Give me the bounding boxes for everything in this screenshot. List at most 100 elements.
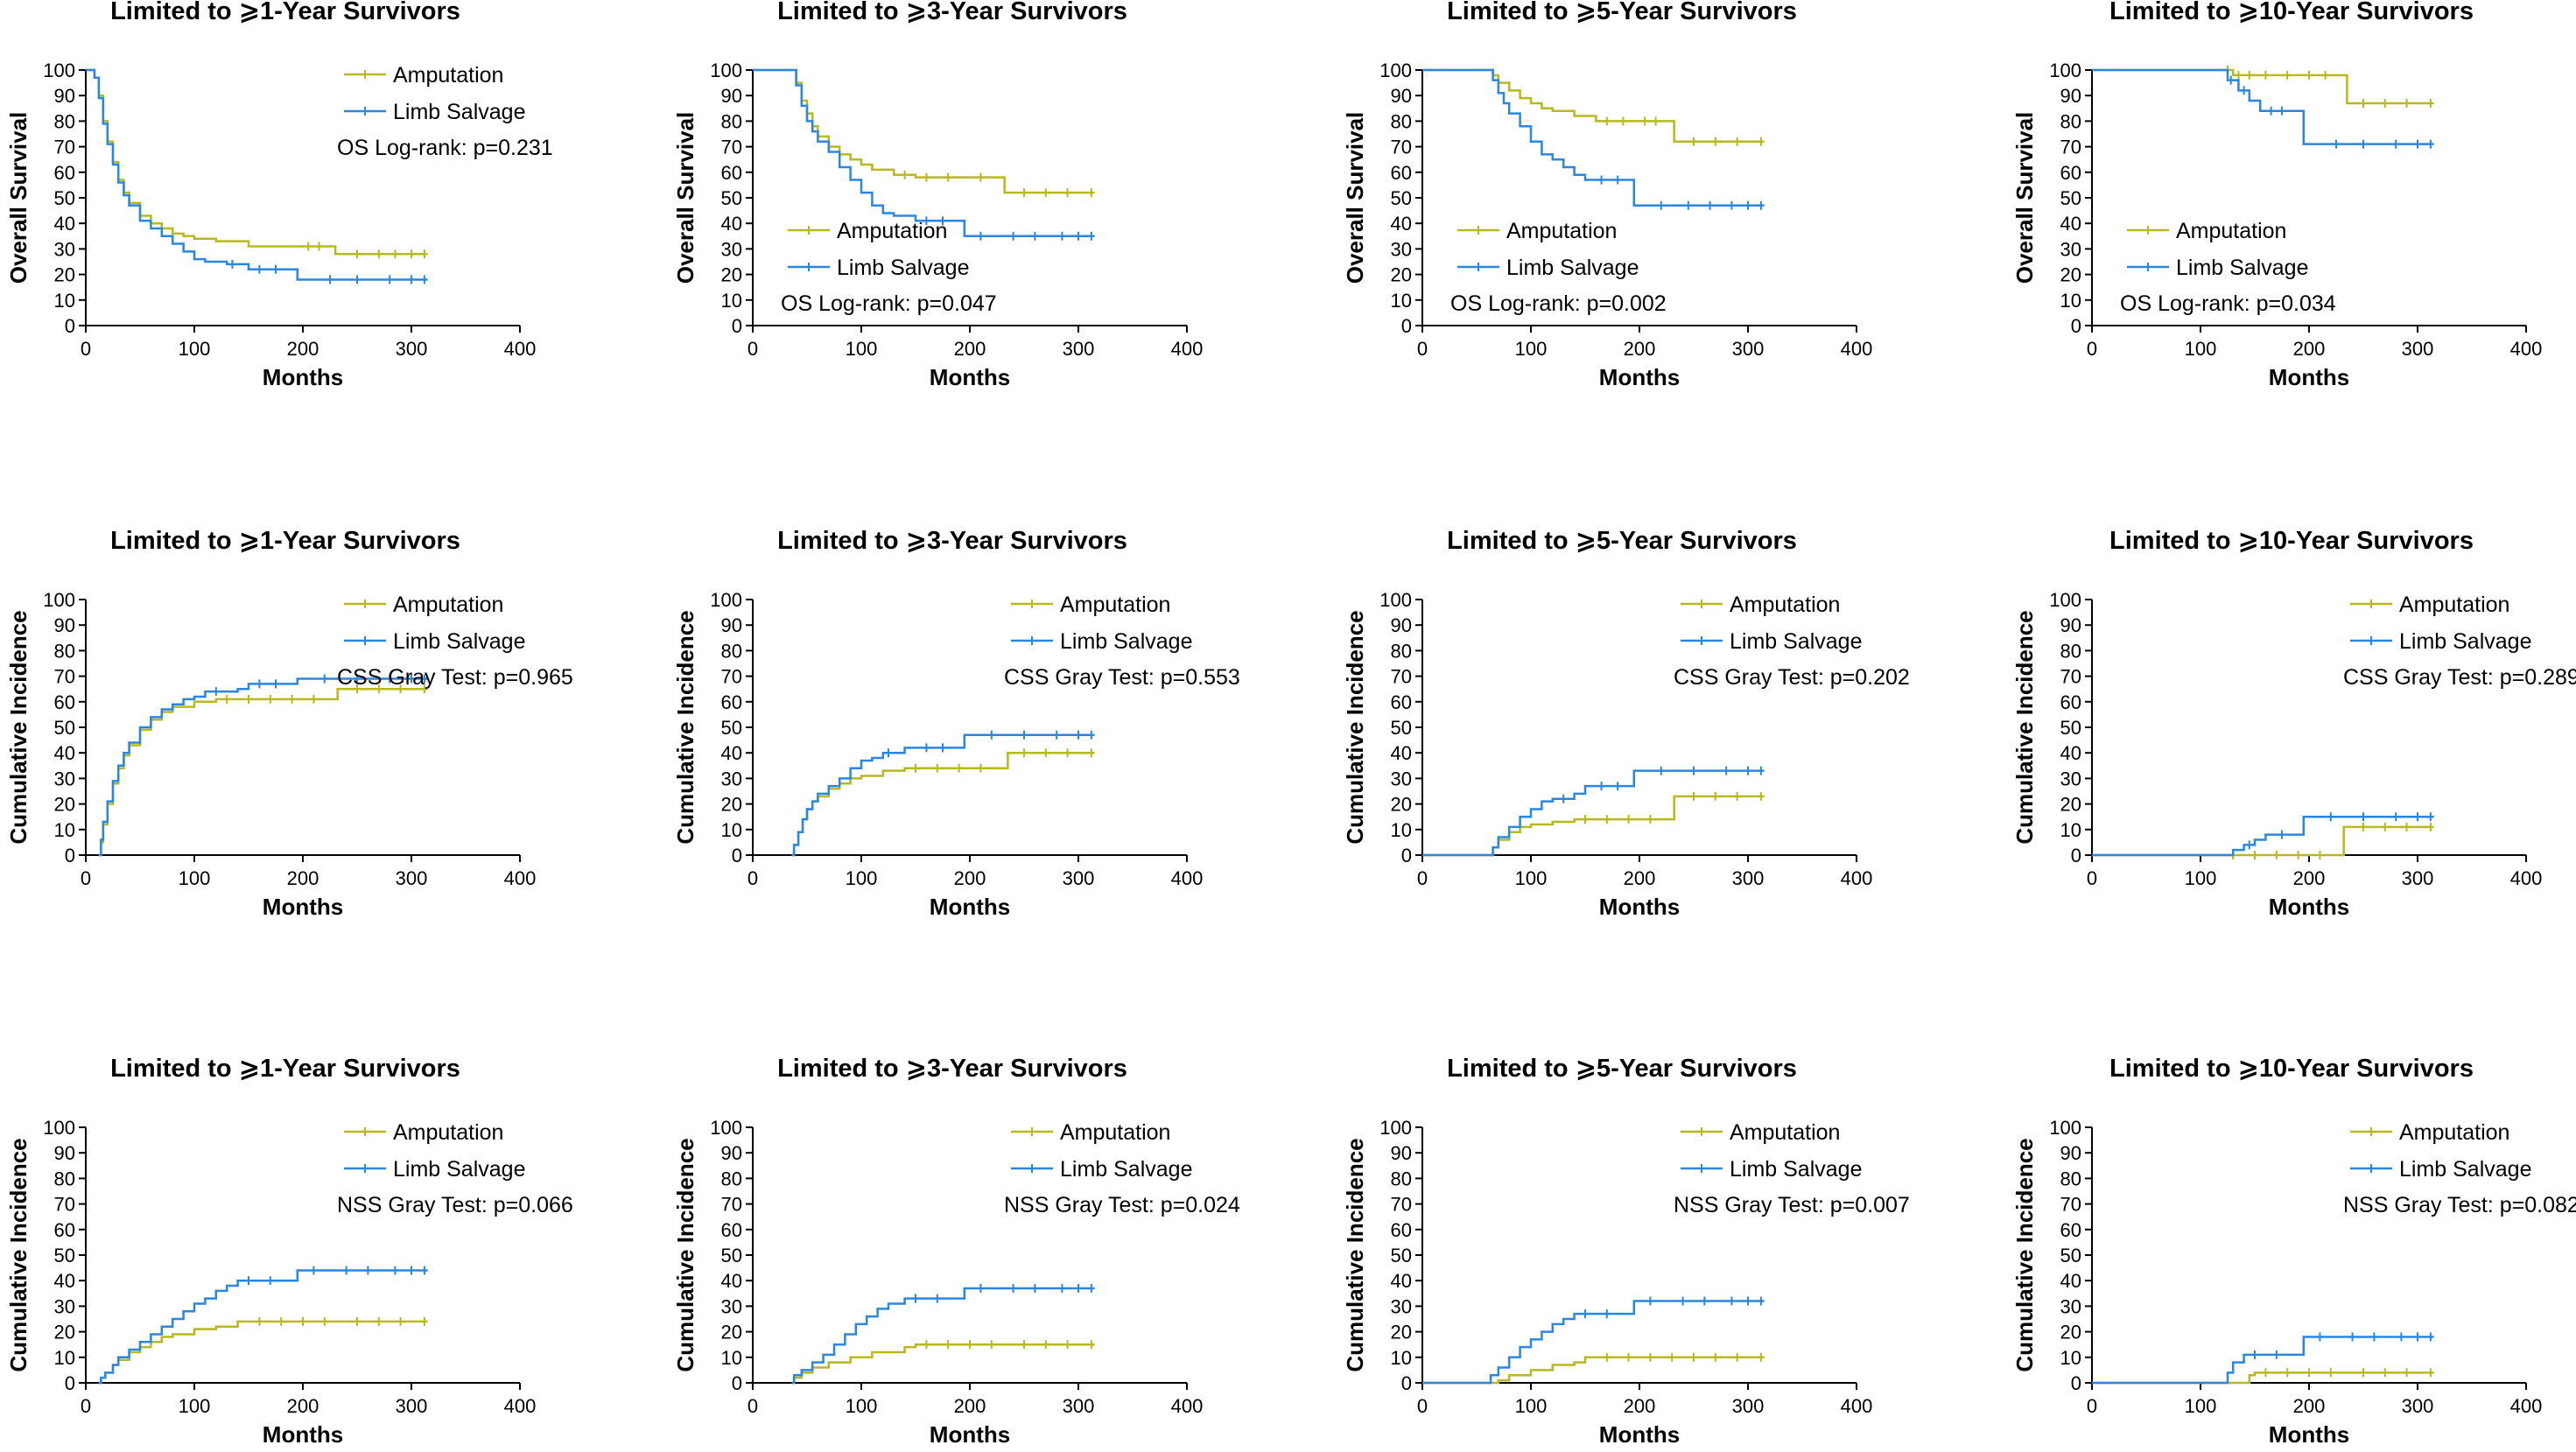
x-tick-label: 100 bbox=[846, 1395, 878, 1417]
y-axis-label: Cumulative Incidence bbox=[672, 610, 698, 844]
y-tick-label: 40 bbox=[2060, 213, 2081, 235]
x-tick-label: 100 bbox=[2185, 338, 2217, 360]
chart-title: Limited to ⩾3-Year Survivors bbox=[777, 527, 1127, 555]
y-tick-label: 40 bbox=[2060, 1270, 2081, 1292]
y-axis-label: Overall Survival bbox=[1342, 112, 1368, 284]
y-tick-label: 20 bbox=[1391, 794, 1412, 816]
x-tick-label: 300 bbox=[1732, 867, 1765, 889]
y-tick-label: 30 bbox=[2060, 238, 2081, 260]
x-tick-label: 100 bbox=[2185, 867, 2217, 889]
y-tick-label: 60 bbox=[54, 162, 75, 184]
y-tick-label: 40 bbox=[54, 1270, 75, 1292]
legend-label: Amputation bbox=[2176, 219, 2286, 243]
x-tick-label: 200 bbox=[287, 867, 319, 889]
chart-panel: Limited to ⩾1-Year Survivors 0 10 20 30 40 50 6… bbox=[5, 527, 573, 920]
x-axis-label: Months bbox=[930, 364, 1010, 390]
y-tick-label: 0 bbox=[732, 315, 742, 337]
x-tick-label: 200 bbox=[2293, 338, 2326, 360]
legend-label: Limb Salvage bbox=[837, 256, 969, 280]
chart-panel: Limited to ⩾5-Year Survivors 0 10 20 30 40 50 6… bbox=[1342, 527, 1910, 920]
legend-label: Limb Salvage bbox=[1730, 629, 1862, 654]
y-tick-label: 70 bbox=[54, 1194, 75, 1216]
y-tick-label: 30 bbox=[1391, 768, 1412, 789]
x-tick-label: 100 bbox=[846, 867, 878, 889]
chart-panel: Limited to ⩾5-Year Survivors 0 10 20 30 40 50 6… bbox=[1342, 0, 1872, 390]
y-tick-label: 90 bbox=[2060, 614, 2081, 636]
y-tick-label: 70 bbox=[721, 1194, 742, 1216]
x-tick-label: 100 bbox=[179, 338, 211, 360]
chart-title: Limited to ⩾10-Year Survivors bbox=[2109, 527, 2474, 555]
x-tick-label: 400 bbox=[1171, 1395, 1204, 1417]
x-tick-label: 100 bbox=[1515, 338, 1548, 360]
x-tick-label: 100 bbox=[1515, 867, 1548, 889]
series-line-amputation bbox=[1422, 795, 1765, 857]
x-tick-label: 200 bbox=[287, 338, 319, 360]
y-tick-label: 100 bbox=[43, 1117, 75, 1139]
legend-label: Amputation bbox=[1730, 1120, 1840, 1145]
stat-text: OS Log-rank: p=0.034 bbox=[2120, 291, 2336, 316]
x-axis-label: Months bbox=[2269, 1421, 2349, 1448]
x-axis-label: Months bbox=[263, 1421, 343, 1448]
y-tick-label: 10 bbox=[2060, 819, 2081, 841]
series-line-amputation bbox=[1422, 1356, 1765, 1385]
series-line-amputation bbox=[98, 1320, 428, 1385]
y-tick-label: 10 bbox=[721, 1347, 742, 1369]
y-tick-label: 40 bbox=[721, 742, 742, 764]
x-tick-label: 0 bbox=[748, 338, 758, 360]
x-tick-label: 200 bbox=[2293, 1395, 2326, 1417]
legend-label: Amputation bbox=[1730, 593, 1840, 617]
legend-label: Limb Salvage bbox=[1730, 1157, 1862, 1182]
y-tick-label: 70 bbox=[54, 666, 75, 688]
y-tick-label: 90 bbox=[721, 1142, 742, 1164]
series-line-limb-salvage bbox=[86, 68, 428, 281]
y-tick-label: 40 bbox=[721, 213, 742, 235]
chart-panel: Limited to ⩾3-Year Survivors 0 10 20 30 40 50 6… bbox=[672, 527, 1240, 920]
legend-label: Limb Salvage bbox=[393, 100, 525, 124]
y-tick-label: 50 bbox=[1391, 1245, 1412, 1266]
series-line-amputation bbox=[86, 68, 428, 256]
y-tick-label: 20 bbox=[721, 794, 742, 816]
y-tick-label: 50 bbox=[54, 1245, 75, 1266]
y-tick-label: 80 bbox=[1391, 640, 1412, 662]
y-tick-label: 60 bbox=[2060, 691, 2081, 713]
legend-label: Limb Salvage bbox=[2399, 629, 2531, 654]
y-tick-label: 0 bbox=[65, 1372, 75, 1394]
x-tick-label: 300 bbox=[1063, 338, 1095, 360]
x-tick-label: 400 bbox=[1841, 1395, 1873, 1417]
y-tick-label: 90 bbox=[2060, 1142, 2081, 1164]
x-tick-label: 300 bbox=[396, 338, 428, 360]
series-line-limb-salvage bbox=[1422, 1300, 1765, 1385]
y-tick-label: 60 bbox=[721, 1219, 742, 1241]
y-tick-label: 80 bbox=[2060, 1168, 2081, 1189]
y-axis-label: Cumulative Incidence bbox=[1342, 610, 1368, 844]
y-tick-label: 70 bbox=[2060, 137, 2081, 158]
y-tick-label: 40 bbox=[54, 742, 75, 764]
chart-title: Limited to ⩾1-Year Survivors bbox=[110, 0, 460, 25]
x-tick-label: 400 bbox=[2510, 338, 2543, 360]
x-tick-label: 0 bbox=[748, 1395, 758, 1417]
series-line-amputation bbox=[1422, 68, 1765, 144]
stat-text: CSS Gray Test: p=0.553 bbox=[1004, 665, 1240, 690]
x-tick-label: 300 bbox=[1063, 867, 1095, 889]
series-line-amputation bbox=[2092, 68, 2434, 105]
series-line-limb-salvage bbox=[1422, 769, 1765, 857]
chart-panel: Limited to ⩾10-Year Survivors 0 10 20 30 40 50… bbox=[2011, 0, 2542, 390]
x-tick-label: 0 bbox=[81, 338, 91, 360]
y-tick-label: 30 bbox=[54, 768, 75, 789]
legend-label: Limb Salvage bbox=[2176, 256, 2308, 280]
y-axis-label: Cumulative Incidence bbox=[2011, 610, 2038, 844]
y-tick-label: 70 bbox=[1391, 137, 1412, 158]
x-tick-label: 0 bbox=[2087, 1395, 2097, 1417]
y-tick-label: 10 bbox=[721, 819, 742, 841]
y-tick-label: 20 bbox=[2060, 1322, 2081, 1343]
y-tick-label: 10 bbox=[1391, 1347, 1412, 1369]
y-tick-label: 90 bbox=[1391, 1142, 1412, 1164]
x-tick-label: 200 bbox=[287, 1395, 319, 1417]
y-tick-label: 20 bbox=[54, 1322, 75, 1343]
y-tick-label: 90 bbox=[2060, 85, 2081, 107]
y-tick-label: 10 bbox=[54, 819, 75, 841]
y-tick-label: 80 bbox=[2060, 110, 2081, 132]
x-tick-label: 0 bbox=[748, 867, 758, 889]
x-tick-label: 200 bbox=[1624, 338, 1656, 360]
stat-text: NSS Gray Test: p=0.007 bbox=[1674, 1193, 1910, 1217]
